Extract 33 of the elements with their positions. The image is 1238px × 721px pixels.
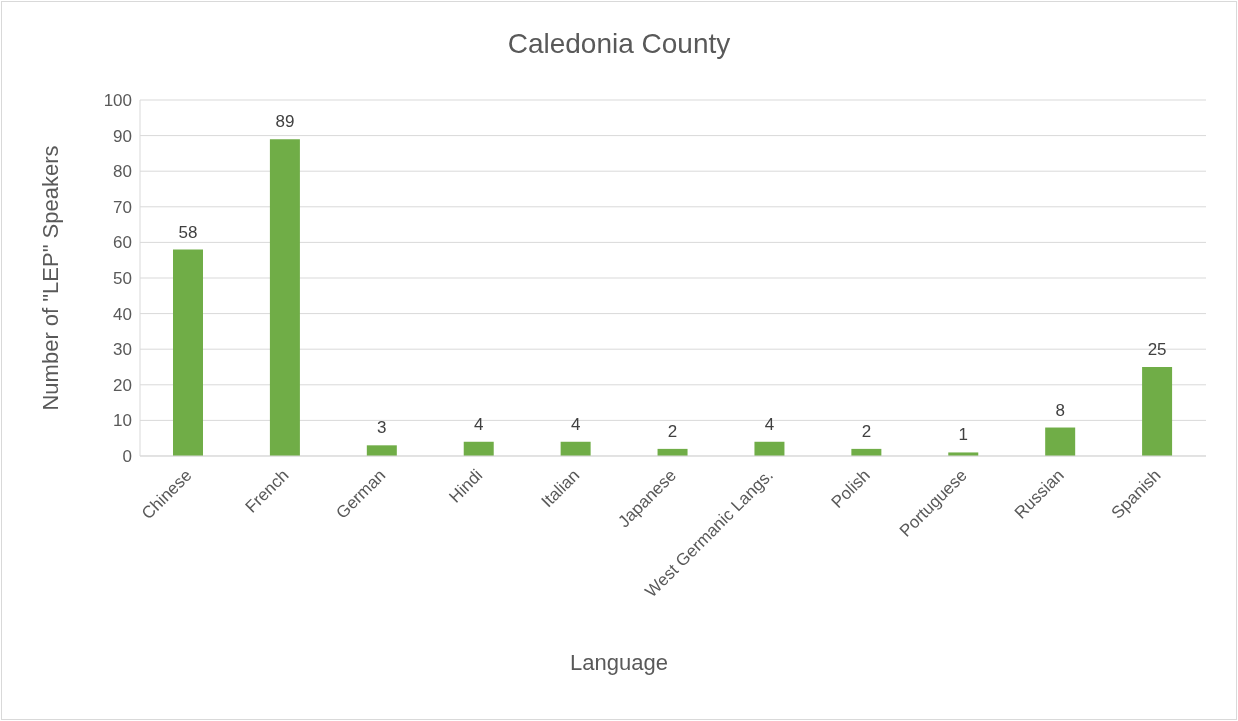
- bar: [269, 139, 300, 456]
- y-tick-label: 0: [122, 447, 132, 467]
- bar: [754, 441, 785, 456]
- bar: [173, 249, 203, 456]
- data-label: 1: [958, 425, 969, 445]
- y-tick-label: 60: [113, 233, 132, 253]
- data-label: 8: [1055, 400, 1065, 420]
- y-tick-label: 80: [113, 162, 132, 182]
- bar: [560, 441, 591, 456]
- y-tick-label: 40: [113, 304, 132, 324]
- data-label: 25: [1147, 340, 1167, 359]
- bar: [366, 445, 397, 456]
- y-axis-title: Number of "LEP" Speakers: [37, 145, 63, 411]
- chart-title: Caledonia County: [506, 28, 732, 60]
- data-label: 58: [178, 222, 198, 242]
- bar: [1142, 367, 1173, 456]
- y-tick-label: 70: [113, 197, 132, 217]
- y-tick-label: 10: [113, 411, 132, 431]
- bar: [1045, 427, 1076, 456]
- data-label: 3: [377, 418, 387, 438]
- y-tick-label: 50: [113, 269, 132, 289]
- data-label: 4: [570, 414, 581, 434]
- data-label: 4: [473, 414, 484, 434]
- x-axis-title: Language: [570, 650, 668, 675]
- data-label: 2: [667, 421, 678, 441]
- data-label: 4: [764, 414, 775, 434]
- y-tick-label: 20: [113, 375, 132, 395]
- y-tick-label: 30: [113, 340, 132, 360]
- data-label: 89: [275, 112, 295, 132]
- bar: [463, 441, 494, 456]
- data-label: 2: [861, 421, 872, 441]
- y-tick-label: 90: [113, 126, 132, 146]
- y-tick-label: 100: [103, 91, 132, 111]
